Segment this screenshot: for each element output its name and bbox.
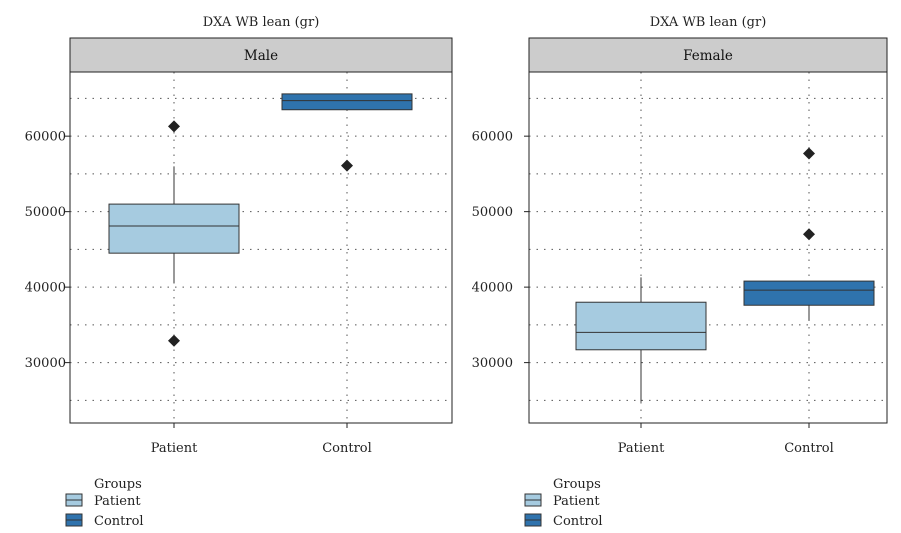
legend-label: Control [94, 514, 144, 529]
outlier-point [341, 159, 353, 172]
x-tick-label: Patient [618, 441, 665, 456]
y-tick-label: 40000 [472, 281, 513, 296]
chart-title: DXA WB lean (gr) [650, 15, 767, 30]
y-tick-label: 30000 [25, 356, 66, 371]
box-patient [575, 301, 707, 351]
strip-background [528, 37, 888, 73]
legend-title: Groups [553, 477, 601, 492]
legend-title: Groups [94, 477, 142, 492]
legend-label: Control [553, 514, 603, 529]
outlier-point [803, 228, 815, 241]
panel-male: DXA WB lean (gr) Male 30000 40000 50000 60000… [25, 15, 453, 529]
y-tick-label: 30000 [472, 356, 513, 371]
x-tick-label: Patient [151, 441, 198, 456]
outlier-point [803, 147, 815, 160]
x-tick-label: Control [784, 441, 834, 456]
box-patient [108, 203, 240, 254]
y-tick-label: 50000 [25, 205, 66, 220]
strip-background [69, 37, 453, 73]
legend-label: Patient [553, 494, 600, 509]
plot-frame [528, 71, 888, 424]
outlier-point [168, 334, 180, 347]
y-tick-label: 40000 [25, 281, 66, 296]
box-control [281, 93, 413, 111]
strip-label: Male [244, 48, 278, 64]
panel-female: DXA WB lean (gr) Female 30000 40000 50000 600… [472, 15, 888, 529]
y-tick-label: 50000 [472, 205, 513, 220]
chart-title: DXA WB lean (gr) [203, 15, 320, 30]
x-tick-label: Control [322, 441, 372, 456]
legend-label: Patient [94, 494, 141, 509]
y-tick-label: 60000 [472, 130, 513, 145]
strip-label: Female [683, 48, 733, 64]
y-tick-label: 60000 [25, 130, 66, 145]
plot-frame [69, 71, 453, 424]
box-control [743, 280, 875, 306]
outlier-point [168, 120, 180, 133]
